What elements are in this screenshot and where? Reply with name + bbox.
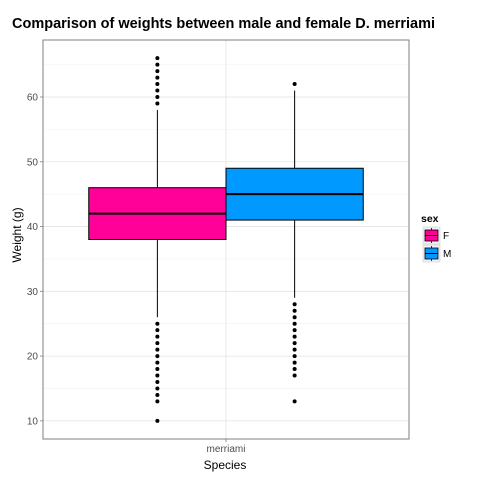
outlier-point — [292, 367, 297, 372]
outlier-point — [292, 360, 297, 365]
outlier-point — [155, 360, 160, 365]
outlier-point — [292, 354, 297, 359]
chart-title: Comparison of weights between male and f… — [12, 16, 435, 32]
legend-item-F: F — [422, 226, 449, 245]
outlier-point — [155, 354, 160, 359]
outlier-point — [155, 82, 160, 87]
legend-item-M: M — [422, 244, 451, 263]
y-tick-label: 50 — [27, 157, 39, 168]
outlier-point — [292, 334, 297, 339]
outlier-point — [155, 373, 160, 378]
outlier-point — [155, 321, 160, 326]
outlier-point — [155, 399, 160, 404]
outlier-point — [155, 334, 160, 339]
y-axis-label: Weight (g) — [10, 207, 24, 262]
outlier-point — [292, 315, 297, 320]
outlier-point — [155, 62, 160, 67]
outlier-point — [155, 101, 160, 106]
box-group-F — [88, 56, 227, 423]
outlier-point — [155, 367, 160, 372]
outlier-point — [292, 302, 297, 307]
legend: sex FM — [421, 213, 451, 263]
outlier-point — [292, 328, 297, 333]
legend-label: M — [443, 249, 451, 260]
outlier-point — [155, 88, 160, 93]
outlier-point — [292, 321, 297, 326]
x-tick-label: merriami — [207, 444, 246, 455]
outlier-point — [292, 82, 297, 87]
plot-border — [42, 39, 410, 440]
y-tick-label: 10 — [27, 416, 39, 427]
y-tick-label: 30 — [27, 287, 39, 298]
x-axis-label: Species — [204, 458, 247, 472]
outlier-point — [155, 392, 160, 397]
outlier-point — [292, 347, 297, 352]
y-tick-label: 60 — [27, 93, 39, 104]
outlier-point — [155, 386, 160, 391]
legend-title: sex — [421, 213, 439, 225]
outlier-point — [155, 56, 160, 61]
y-tick-label: 20 — [27, 352, 39, 363]
outlier-point — [155, 347, 160, 352]
outlier-point — [155, 341, 160, 346]
y-tick-label: 40 — [27, 222, 39, 233]
outlier-point — [155, 69, 160, 74]
outlier-point — [155, 418, 160, 423]
legend-label: F — [443, 231, 449, 242]
outlier-point — [292, 373, 297, 378]
box-group-M — [225, 82, 364, 404]
outlier-point — [292, 399, 297, 404]
outlier-point — [155, 75, 160, 80]
outlier-point — [292, 308, 297, 313]
outlier-point — [292, 341, 297, 346]
outlier-point — [155, 328, 160, 333]
outlier-point — [155, 380, 160, 384]
plot-area: 10 20 30 40 50 60 merriami — [27, 39, 410, 455]
outlier-point — [155, 95, 160, 99]
